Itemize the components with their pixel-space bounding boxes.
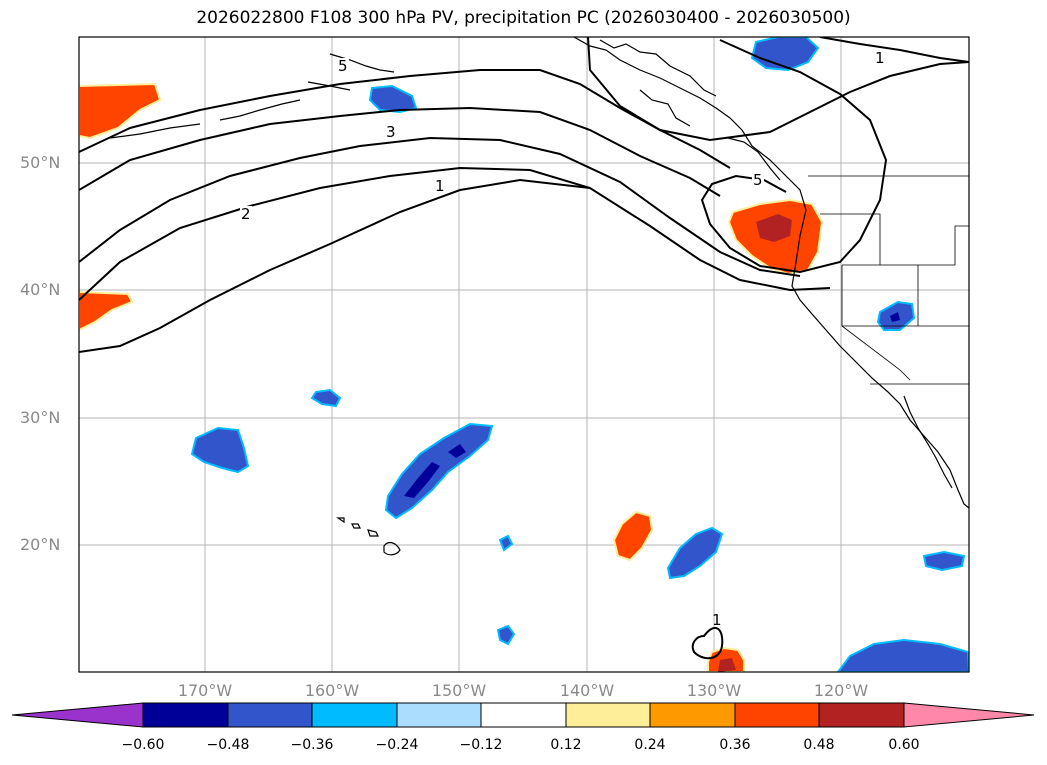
colorbar-tick-label: 0.24 [634, 737, 666, 753]
colorbar-tick-label: 0.60 [888, 737, 920, 753]
contour-label: 1 [874, 49, 886, 67]
contour-label: 2 [240, 205, 252, 223]
contour-label: 5 [752, 171, 764, 189]
colorbar-extend-high [903, 702, 1035, 728]
lat-label: 50°N [20, 153, 61, 172]
colorbar-tick-label: 0.48 [803, 737, 835, 753]
map-title: 2026022800 F108 300 hPa PV, precipitatio… [196, 8, 851, 28]
plot-frame [78, 36, 970, 673]
lon-label: 170°W [177, 681, 233, 700]
lon-label: 140°W [559, 681, 615, 700]
contour-label: 1 [712, 611, 722, 629]
state-borders [808, 175, 969, 385]
pv-contours [79, 37, 969, 660]
contour-label: 3 [385, 123, 397, 141]
colorbar-tick-label: −0.48 [206, 737, 250, 753]
precip-positive-areas [79, 82, 824, 672]
colorbar-tick-label: −0.24 [375, 737, 419, 753]
colorbar [11, 702, 1035, 728]
lon-label: 130°W [686, 681, 742, 700]
lon-label: 160°W [304, 681, 360, 700]
colorbar-tick-label: −0.36 [290, 737, 334, 753]
lat-label: 30°N [20, 408, 61, 427]
lat-label: 20°N [20, 535, 61, 554]
colorbar-tick-label: −0.60 [121, 737, 165, 753]
coastlines [109, 37, 969, 556]
colorbar-extend-low [11, 702, 144, 728]
colorbar-tick-label: 0.12 [550, 737, 582, 753]
graticule [79, 37, 969, 672]
colorbar-tick-label: 0.36 [719, 737, 751, 753]
contour-label: 1 [434, 177, 446, 195]
lon-label: 150°W [431, 681, 487, 700]
lat-label: 40°N [20, 280, 61, 299]
colorbar-tick-label: −0.12 [459, 737, 503, 753]
precip-negative-areas [190, 37, 969, 672]
lon-label: 120°W [813, 681, 869, 700]
contour-label: 5 [337, 57, 349, 75]
